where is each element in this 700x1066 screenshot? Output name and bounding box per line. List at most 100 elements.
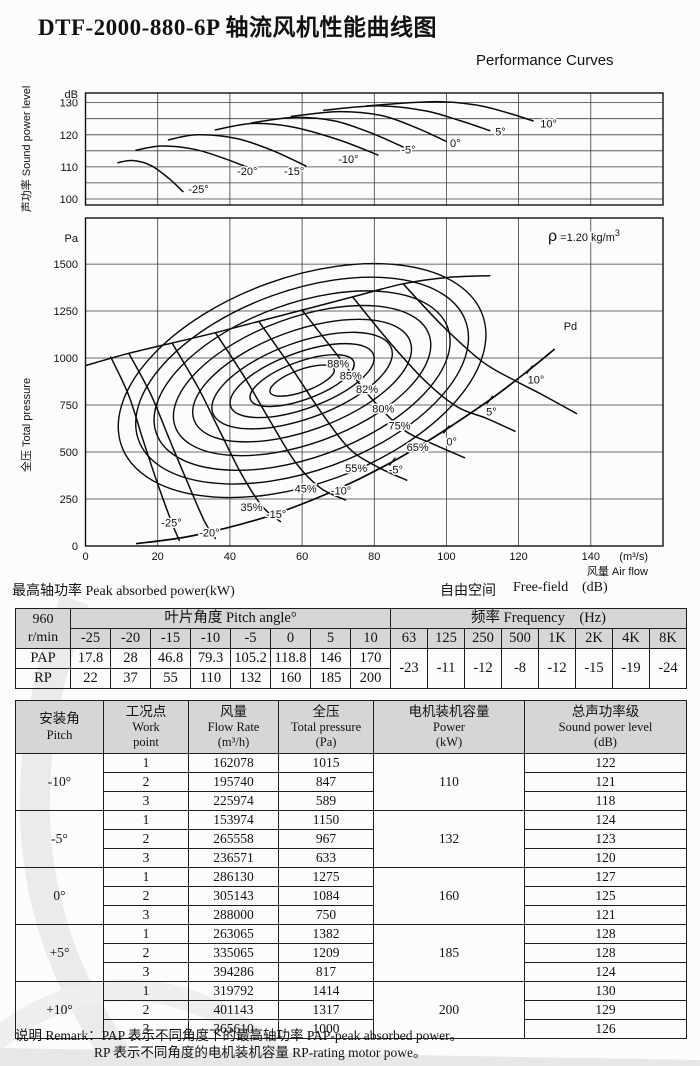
work-point-cell: 2 [103, 886, 189, 906]
flow-rate-cell: 401143 [188, 1000, 279, 1020]
flow-rate-cell: 162078 [188, 753, 279, 773]
svg-text:140: 140 [582, 551, 600, 563]
column-header: 风量 Flow Rate (m³/h) [188, 700, 279, 754]
table-cell: 250 [464, 628, 502, 649]
power-cell: 200 [373, 981, 525, 1039]
table-cell: 17.8 [70, 648, 111, 669]
table-cell: 79.3 [190, 648, 231, 669]
table-cell: 0 [270, 628, 311, 649]
table-cell: -15 [575, 648, 613, 689]
sound-level-cell: 124 [524, 810, 687, 830]
work-points-table-wrap: 安装角 Pitch 工况点 Work point 风量 Flow Rate (m³/h) 全压 T… [15, 700, 687, 1039]
flow-rate-cell: 319792 [188, 981, 279, 1001]
pressure-cell: 1414 [278, 981, 374, 1001]
table-cell: 37 [110, 668, 151, 689]
table-cell: 8K [649, 628, 687, 649]
pressure-cell: 817 [278, 962, 374, 982]
column-header: 电机装机容量 Power (kW) [373, 700, 525, 754]
pressure-cell: 1382 [278, 924, 374, 944]
svg-text:dB: dB [65, 89, 78, 101]
pitch-cell: +10° [15, 981, 104, 1039]
power-cell: 132 [373, 810, 525, 868]
svg-text:-10°: -10° [331, 485, 351, 497]
work-point-cell: 3 [103, 905, 189, 925]
svg-text:45%: 45% [295, 483, 317, 495]
svg-text:全压 Total pressure: 全压 Total pressure [19, 378, 33, 472]
flow-rate-cell: 265558 [188, 829, 279, 849]
flow-rate-cell: 335065 [188, 943, 279, 963]
table-cell: 200 [350, 668, 391, 689]
work-point-cell: 3 [103, 1019, 189, 1039]
table-cell: 22 [70, 668, 111, 689]
work-point-cell: 3 [103, 848, 189, 868]
free-field-en-label: Free-field [513, 580, 569, 595]
pitch-cell: +5° [15, 924, 104, 982]
svg-text:750: 750 [60, 400, 78, 412]
flow-rate-cell: 195740 [188, 772, 279, 792]
table-cell: -5 [230, 628, 271, 649]
svg-text:500: 500 [60, 447, 78, 459]
svg-text:80%: 80% [372, 404, 394, 416]
svg-text:1000: 1000 [54, 353, 78, 365]
sound-level-cell: 118 [524, 791, 687, 811]
table-cell: 55 [150, 668, 191, 689]
svg-text:风量 Air flow: 风量 Air flow [587, 565, 648, 578]
sound-level-cell: 130 [524, 981, 687, 1001]
peak-power-label: 最高轴功率 Peak absorbed power(kW) [12, 584, 235, 599]
table-cell: -12 [464, 648, 502, 689]
svg-text:-25°: -25° [188, 184, 208, 196]
table-cell: 1K [538, 628, 576, 649]
sound-level-cell: 121 [524, 772, 687, 792]
table-cell: 28 [110, 648, 151, 669]
table-cell: -25 [70, 628, 111, 649]
table-cell: -10 [190, 628, 231, 649]
table-cell: 4K [612, 628, 650, 649]
svg-text:1250: 1250 [54, 306, 78, 318]
table-cell: -24 [649, 648, 687, 689]
pressure-cell: 847 [278, 772, 374, 792]
table-cell: 500 [501, 628, 539, 649]
work-point-cell: 2 [103, 943, 189, 963]
sound-level-cell: 127 [524, 867, 687, 887]
svg-text:55%: 55% [345, 463, 367, 475]
svg-text:82%: 82% [356, 384, 378, 396]
svg-text:声功率 Sound power level: 声功率 Sound power level [19, 86, 33, 213]
sound-level-cell: 125 [524, 886, 687, 906]
work-point-cell: 3 [103, 791, 189, 811]
svg-text:60: 60 [296, 551, 308, 563]
table-cell: 185 [310, 668, 351, 689]
svg-text:100: 100 [437, 551, 455, 563]
flow-rate-cell: 236571 [188, 848, 279, 868]
svg-text:65%: 65% [407, 442, 429, 454]
power-cell: 160 [373, 867, 525, 925]
svg-text:-15°: -15° [266, 509, 286, 521]
svg-text:110: 110 [60, 162, 78, 174]
table-cell: 118.8 [270, 648, 311, 669]
remark-line-1: 说明 Remark：PAP 表示不同角度下的最高轴功率 PAP-peak abs… [15, 1028, 464, 1043]
svg-text:0°: 0° [446, 436, 457, 448]
svg-text:0: 0 [72, 541, 78, 553]
flow-rate-cell: 288000 [188, 905, 279, 925]
column-header: 工况点 Work point [103, 700, 189, 754]
svg-text:-5°: -5° [401, 144, 415, 156]
flow-rate-cell: 263065 [188, 924, 279, 944]
svg-text:120: 120 [60, 130, 78, 142]
svg-text:85%: 85% [340, 371, 362, 383]
flow-rate-cell: 286130 [188, 867, 279, 887]
pitch-cell: -5° [15, 810, 104, 868]
pressure-cell: 1209 [278, 943, 374, 963]
work-point-cell: 1 [103, 924, 189, 944]
page-subtitle: Performance Curves [476, 52, 614, 69]
work-points-table: 安装角 Pitch 工况点 Work point 风量 Flow Rate (m³/h) 全压 T… [15, 700, 687, 1039]
pressure-cell: 1000 [278, 1019, 374, 1039]
svg-text:Pa: Pa [65, 233, 79, 245]
svg-text:5°: 5° [495, 126, 506, 138]
remark-block: 说明 Remark：PAP 表示不同角度下的最高轴功率 PAP-peak abs… [15, 1028, 463, 1062]
free-field-unit-label: (dB) [582, 580, 608, 595]
pressure-cell: 1150 [278, 810, 374, 830]
column-header: 全压 Total pressure (Pa) [278, 700, 374, 754]
sound-level-cell: 124 [524, 962, 687, 982]
svg-text:120: 120 [509, 551, 527, 563]
sound-level-cell: 121 [524, 905, 687, 925]
